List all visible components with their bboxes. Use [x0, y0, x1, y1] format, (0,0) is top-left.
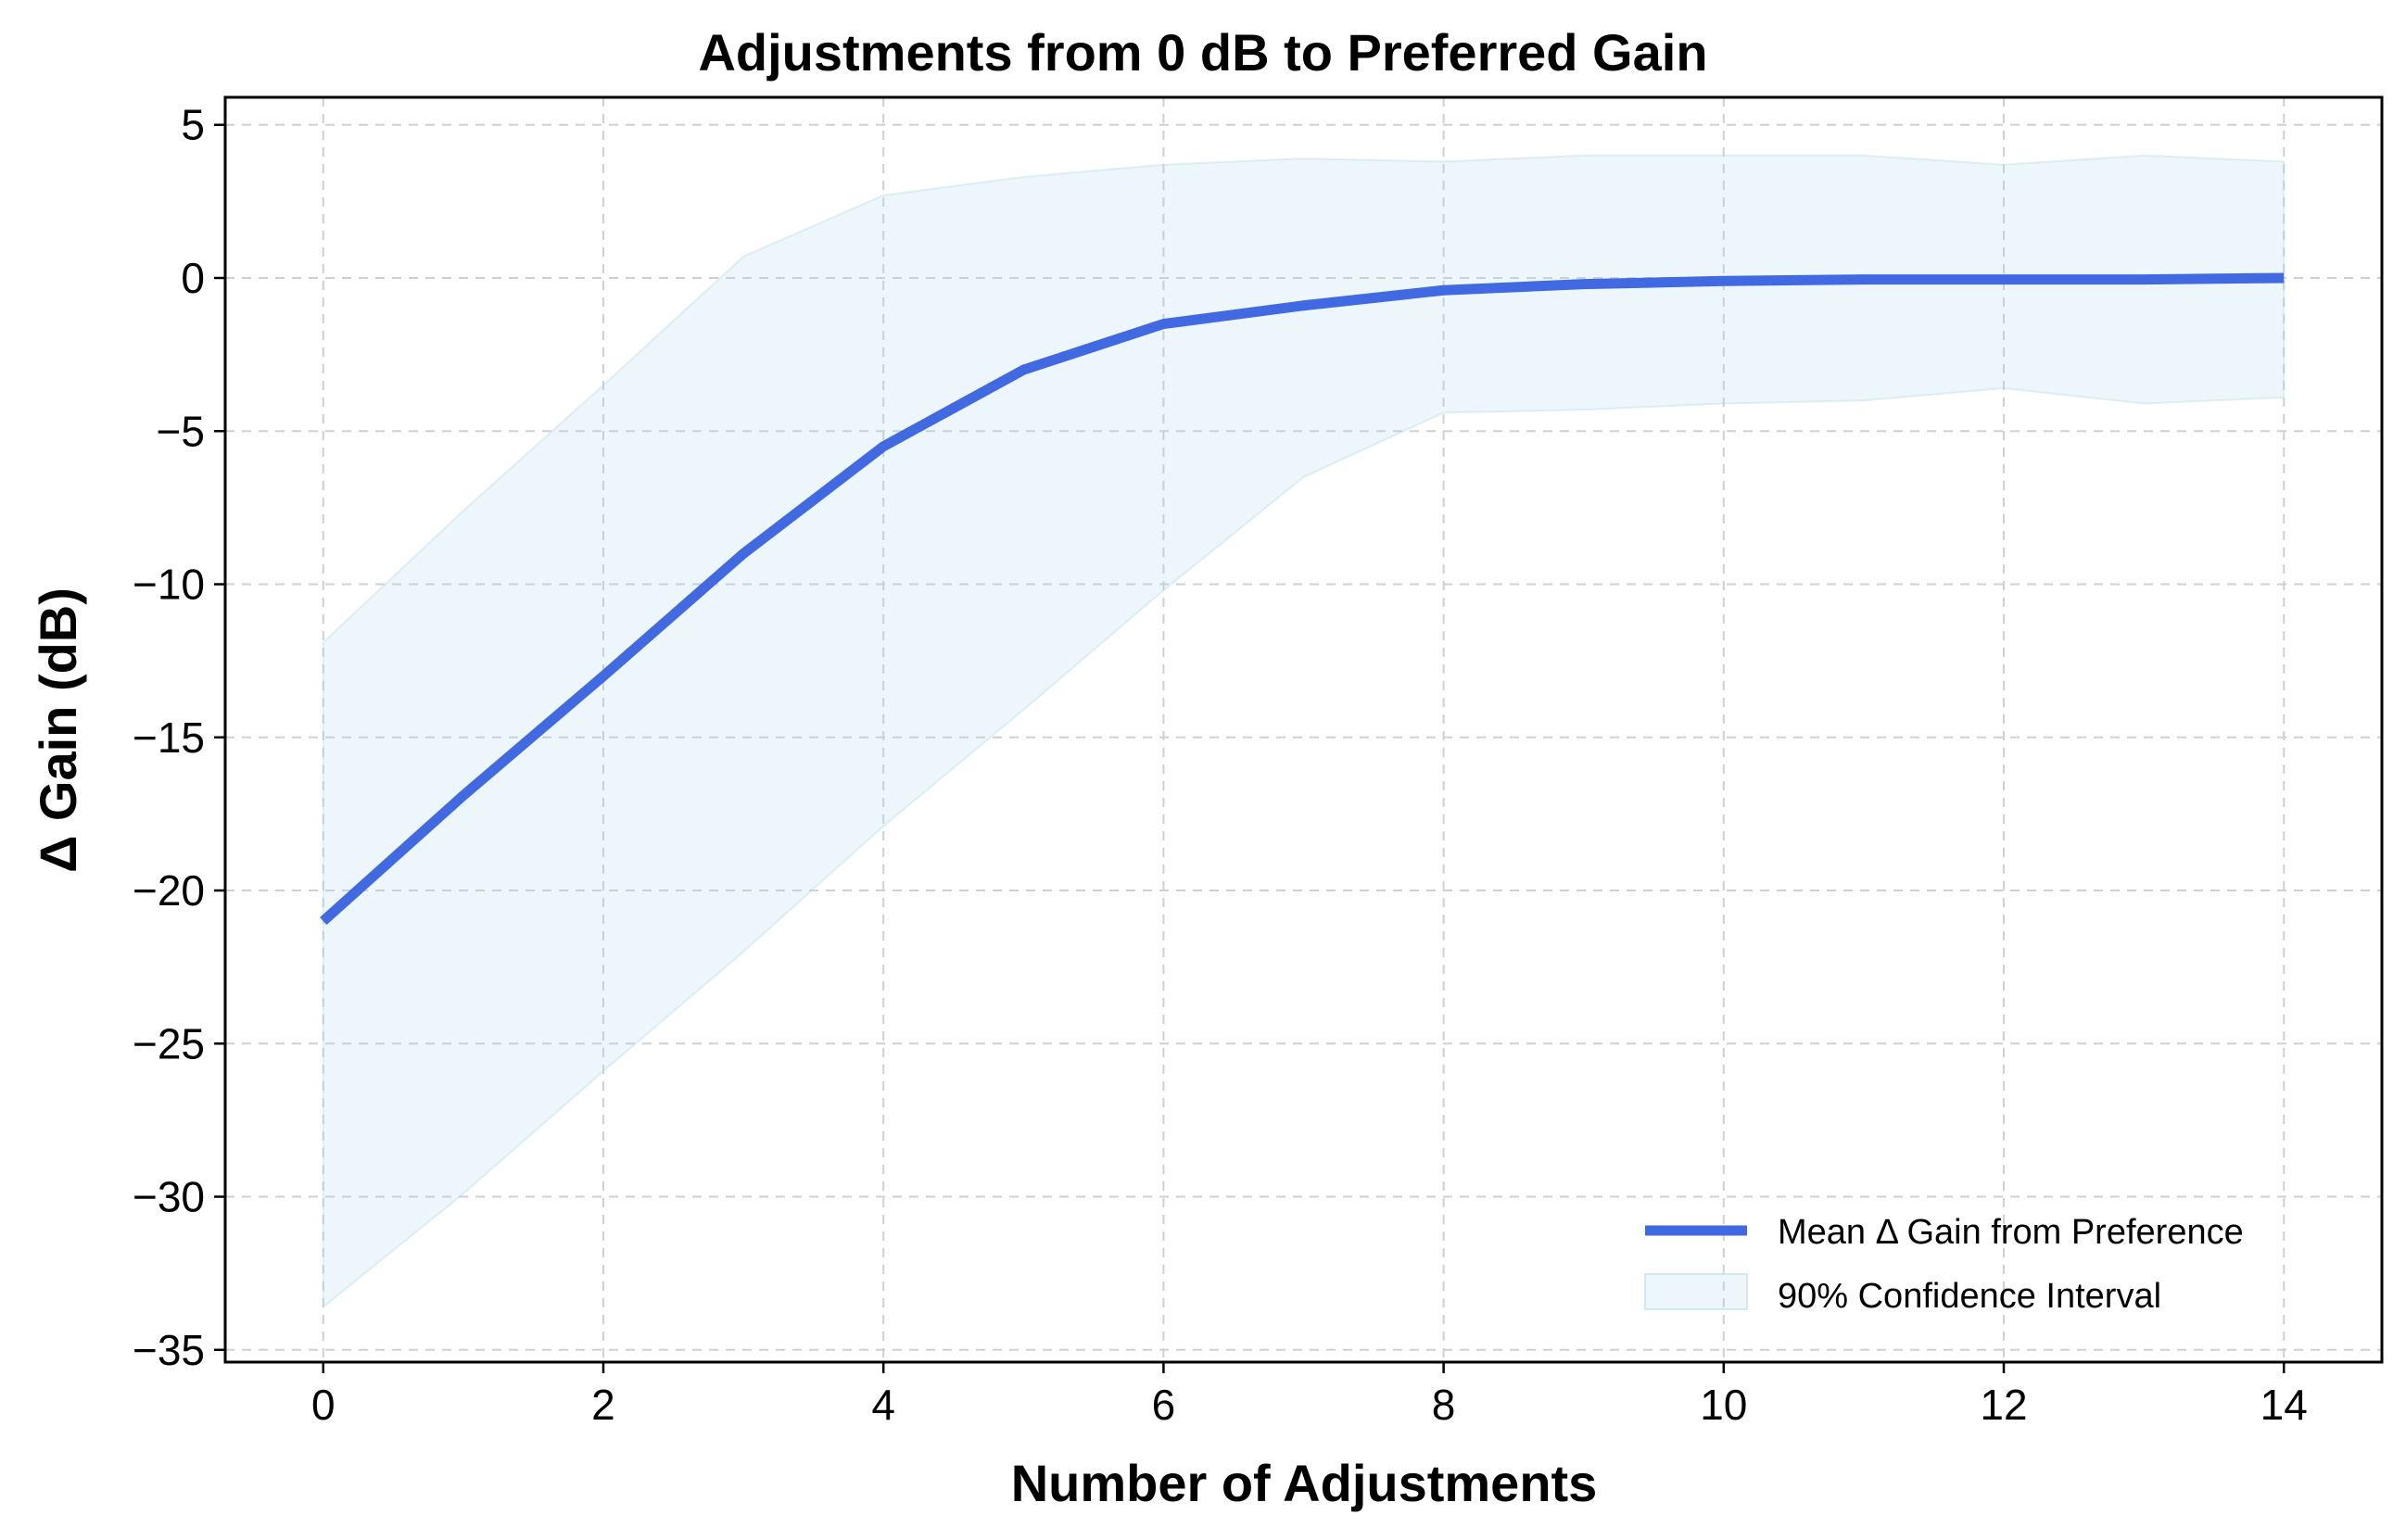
y-tick-label: 0: [181, 254, 205, 302]
confidence-interval-band: [322, 154, 2286, 1309]
x-axis-ticks: 0 2 4 6 8 10 12 14: [311, 1362, 2308, 1429]
legend-entry-confidence-interval: 90% Confidence Interval: [1778, 1277, 2161, 1316]
confidence-band-layer: [322, 154, 2286, 1309]
y-tick-label: −25: [133, 1019, 205, 1067]
y-tick-label: −5: [157, 407, 205, 455]
x-tick-label: 0: [311, 1381, 336, 1429]
x-tick-label: 10: [1700, 1381, 1747, 1429]
y-tick-label: −30: [133, 1173, 205, 1221]
y-tick-label: −10: [133, 561, 205, 609]
y-axis-label: Δ Gain (dB): [29, 587, 87, 873]
mean-gain-line: [320, 272, 2285, 926]
legend-entry-mean: Mean Δ Gain from Preference: [1778, 1213, 2244, 1252]
x-tick-label: 4: [871, 1381, 895, 1429]
chart-title: Adjustments from 0 dB to Preferred Gain: [698, 23, 1707, 82]
x-tick-label: 2: [591, 1381, 615, 1429]
y-tick-label: −35: [133, 1326, 205, 1374]
x-tick-label: 12: [1980, 1381, 2027, 1429]
plot-area-frame: [223, 95, 2384, 1364]
x-tick-label: 6: [1152, 1381, 1176, 1429]
y-tick-label: −15: [133, 713, 205, 762]
legend: Mean Δ Gain from Preference 90% Confiden…: [1644, 1213, 2244, 1316]
y-axis-ticks: 5 0 −5 −10 −15 −20 −25 −30 −35: [133, 101, 225, 1374]
grid-lines: [225, 97, 2382, 1362]
mean-line-layer: [320, 272, 2285, 926]
y-tick-label: 5: [181, 101, 205, 149]
y-tick-label: −20: [133, 866, 205, 915]
x-axis-label: Number of Adjustments: [1011, 1454, 1598, 1512]
x-tick-label: 14: [2260, 1381, 2308, 1429]
legend-band-swatch: [1644, 1273, 1748, 1310]
x-tick-label: 8: [1432, 1381, 1456, 1429]
